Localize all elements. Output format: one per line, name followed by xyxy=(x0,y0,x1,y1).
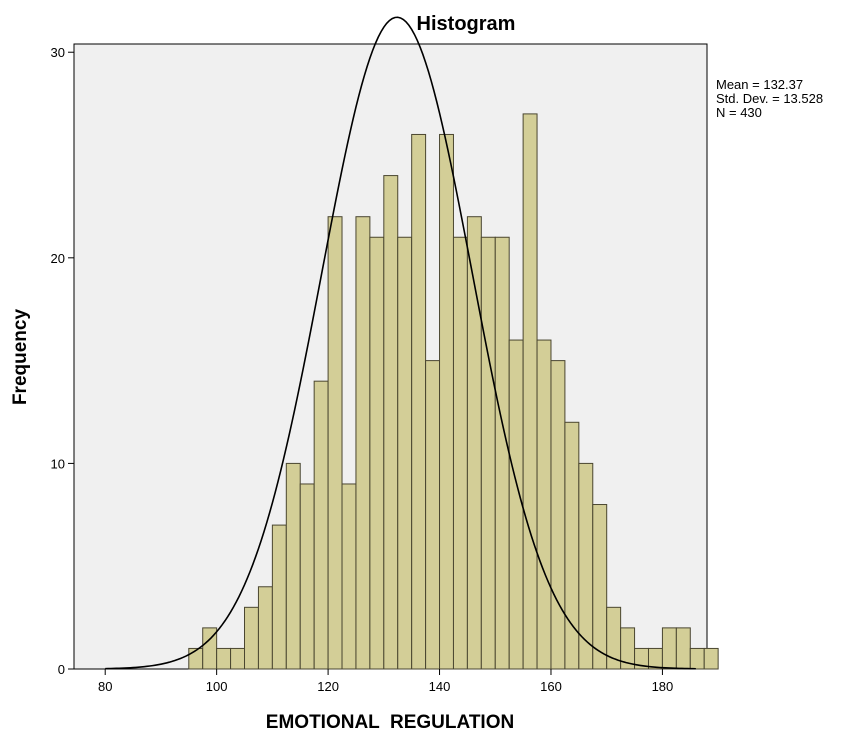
histogram-bar-36 xyxy=(689,647,705,670)
histogram-bar-23 xyxy=(508,339,524,670)
histogram-bar-35 xyxy=(675,627,691,670)
x-axis-label: EMOTIONAL REGULATION xyxy=(266,712,514,733)
histogram-bar-17 xyxy=(425,360,441,670)
histogram-bar-18 xyxy=(439,133,454,670)
mean-stat: Mean = 132.37 xyxy=(716,77,804,92)
x-tick-label-2: 120 xyxy=(317,679,339,694)
histogram-bar-10 xyxy=(327,216,343,670)
x-tick-label-1: 100 xyxy=(206,679,228,694)
y-axis: 0 10 20 30 xyxy=(51,45,74,677)
normal-curve xyxy=(105,16,696,670)
y-tick-label-3: 30 xyxy=(51,45,65,60)
histogram-bar-9 xyxy=(313,380,329,670)
histogram-bar-16 xyxy=(411,133,427,670)
histogram-bars xyxy=(188,113,719,670)
histogram-bar-22 xyxy=(494,236,510,670)
histogram-bar-5 xyxy=(257,586,273,670)
histogram-bar-24 xyxy=(522,113,538,670)
x-axis: 80 100 120 140 160 180 xyxy=(98,669,673,694)
y-tick-label-2: 20 xyxy=(51,251,65,266)
histogram-bar-0 xyxy=(188,647,204,670)
histogram-bar-8 xyxy=(299,483,315,670)
histogram-bar-4 xyxy=(244,606,259,670)
y-axis-label: Frequency xyxy=(10,309,31,406)
histogram-bar-3 xyxy=(230,647,246,670)
x-tick-label-4: 160 xyxy=(540,679,562,694)
histogram-bar-34 xyxy=(661,627,677,670)
histogram-bar-29 xyxy=(592,504,608,670)
histogram-bar-25 xyxy=(536,339,552,670)
histogram-bar-11 xyxy=(341,483,357,670)
histogram-bar-7 xyxy=(285,462,301,670)
histogram-bar-37 xyxy=(703,647,719,670)
x-tick-label-3: 140 xyxy=(429,679,451,694)
histogram-bar-15 xyxy=(397,236,413,670)
y-tick-label-0: 0 xyxy=(58,662,65,677)
n-stat: N = 430 xyxy=(716,105,762,120)
y-tick-label-1: 10 xyxy=(51,456,65,471)
chart-title: Histogram xyxy=(417,13,516,35)
histogram-bar-12 xyxy=(355,216,371,670)
histogram-bar-26 xyxy=(550,360,566,670)
histogram-bar-21 xyxy=(480,236,496,670)
histogram-bar-19 xyxy=(452,236,468,670)
x-tick-label-0: 80 xyxy=(98,679,112,694)
histogram-bar-6 xyxy=(271,524,287,670)
histogram-bar-28 xyxy=(578,462,594,670)
histogram-bar-14 xyxy=(383,175,399,670)
summary-stats: Mean = 132.37 Std. Dev. = 13.528 N = 430 xyxy=(716,78,823,120)
x-tick-label-5: 180 xyxy=(652,679,674,694)
histogram-bar-13 xyxy=(369,236,385,670)
histogram-bar-2 xyxy=(216,647,232,670)
std-dev-stat: Std. Dev. = 13.528 xyxy=(716,91,824,106)
